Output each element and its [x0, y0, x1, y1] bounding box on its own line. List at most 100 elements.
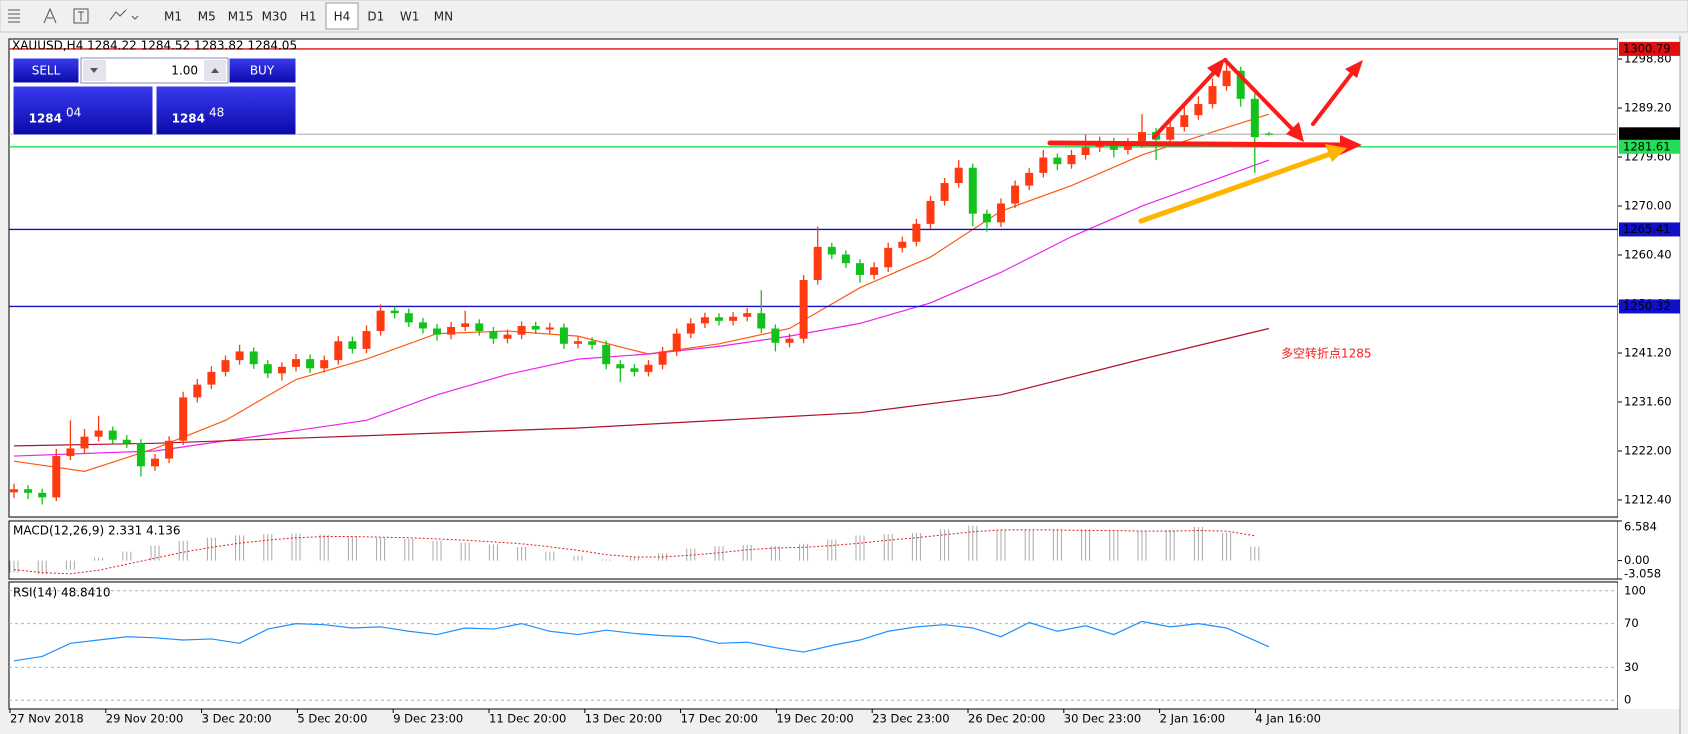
arrow-head — [1207, 58, 1225, 78]
candle-body — [334, 341, 343, 361]
timeframe-label[interactable]: MN — [434, 10, 453, 24]
candle-body — [531, 325, 540, 330]
candle-body — [52, 456, 61, 498]
candle-body — [926, 200, 935, 224]
candle-body — [644, 364, 653, 372]
x-tick-label: 5 Dec 20:00 — [297, 712, 367, 726]
candle-body — [658, 351, 667, 365]
candle-body — [672, 333, 681, 352]
candle-body — [404, 313, 413, 323]
candle-body — [306, 359, 315, 369]
y-tick-label: 1212.40 — [1624, 492, 1672, 506]
candle-body — [912, 223, 921, 242]
candle-body — [616, 364, 625, 369]
candle-body — [348, 341, 357, 349]
text-icon[interactable] — [43, 7, 57, 24]
timeframe-label[interactable]: H4 — [334, 10, 351, 24]
candle-body — [968, 167, 977, 214]
candle-body — [390, 310, 399, 314]
candle-body — [1208, 86, 1217, 104]
sell-button[interactable] — [12, 57, 80, 84]
candle-body — [715, 317, 723, 321]
x-tick-label: 2 Jan 16:00 — [1160, 712, 1226, 726]
timeframe-label[interactable]: M30 — [262, 10, 288, 24]
candle-body — [165, 440, 174, 459]
level-label-bg — [1619, 127, 1680, 142]
x-tick-label: 13 Dec 20:00 — [585, 712, 662, 726]
buy-label[interactable]: BUY — [250, 64, 275, 78]
arrow-head — [1286, 122, 1304, 142]
level-label: 1284.05 — [1623, 127, 1671, 141]
y-tick-label: 1241.20 — [1624, 345, 1672, 359]
crosshair-icon[interactable] — [8, 9, 20, 23]
candle-body — [799, 280, 808, 339]
buy-price-box[interactable] — [155, 85, 297, 136]
x-tick-label: 4 Jan 16:00 — [1255, 712, 1321, 726]
arrow-breakout — [1311, 66, 1358, 126]
macd-panel — [8, 520, 1619, 580]
arrow-up — [1152, 64, 1222, 139]
y-tick-label: 1231.60 — [1624, 394, 1672, 408]
candle-body — [277, 366, 286, 374]
candle-body — [38, 492, 47, 498]
candle-body — [517, 325, 526, 335]
annotation-text: 多空转折点1285 — [1281, 346, 1372, 361]
candle-body — [884, 247, 893, 268]
macd-signal — [13, 529, 1255, 575]
rsi-panel — [8, 581, 1619, 710]
candle-body — [559, 327, 568, 344]
candle-body — [503, 334, 512, 339]
x-tick-label: 30 Dec 23:00 — [1064, 712, 1141, 726]
moving-average — [13, 327, 1270, 447]
candle-body — [743, 313, 752, 317]
candle-body — [433, 328, 441, 335]
buy-button[interactable] — [228, 57, 297, 84]
candle-body — [235, 351, 244, 361]
candle-body — [898, 241, 907, 248]
sell-price-box[interactable] — [12, 85, 154, 136]
timeframe-label[interactable]: M1 — [164, 10, 182, 24]
candle-body — [729, 316, 738, 321]
shapes-icon[interactable] — [109, 9, 139, 21]
x-tick-label: 26 Dec 20:00 — [968, 712, 1045, 726]
trade-panel[interactable]: SELL 1.00 BUY 1284 04 1284 48 — [12, 57, 297, 136]
timeframe-label[interactable]: M5 — [198, 10, 216, 24]
timeframe-label[interactable]: H1 — [300, 10, 317, 24]
candle-body — [813, 246, 822, 281]
candle-body — [700, 317, 709, 324]
candle-body — [122, 439, 131, 444]
toolbar-icons[interactable] — [8, 7, 139, 24]
label-icon-t[interactable] — [78, 11, 84, 21]
sell-price-small: 1284 — [29, 112, 62, 126]
candle-body — [193, 384, 202, 398]
y-tick-label: 0.00 — [1624, 553, 1650, 567]
level-label-bg — [1619, 139, 1680, 154]
candle-body — [574, 341, 582, 344]
candle-body — [686, 323, 695, 334]
timeframe-button[interactable] — [325, 2, 359, 30]
sell-label[interactable]: SELL — [32, 64, 61, 78]
candle-body — [179, 397, 188, 441]
y-tick-label: 6.584 — [1624, 520, 1657, 534]
y-tick-label: 0 — [1624, 693, 1631, 707]
timeframe-label[interactable]: M15 — [228, 10, 254, 24]
volume-up-arrow — [211, 68, 219, 73]
volume[interactable]: 1.00 — [171, 64, 198, 78]
candle-body — [1123, 143, 1132, 150]
annotations — [1047, 58, 1363, 224]
timeframe-label[interactable]: D1 — [367, 10, 384, 24]
candle-body — [80, 436, 89, 449]
macd-label: MACD(12,26,9) 2.331 4.136 — [13, 524, 180, 538]
level-label: 1250.32 — [1623, 299, 1671, 313]
timeframe-label[interactable]: W1 — [400, 10, 420, 24]
candle-body — [136, 443, 145, 467]
candle-body — [1222, 70, 1231, 87]
candle-body — [263, 364, 272, 374]
candle-body — [221, 360, 230, 372]
level-label-bg — [1619, 41, 1680, 56]
level-label-bg — [1619, 222, 1680, 237]
level-label: 1281.61 — [1623, 139, 1671, 153]
label-icon[interactable] — [73, 8, 89, 24]
candle-body — [66, 448, 75, 457]
